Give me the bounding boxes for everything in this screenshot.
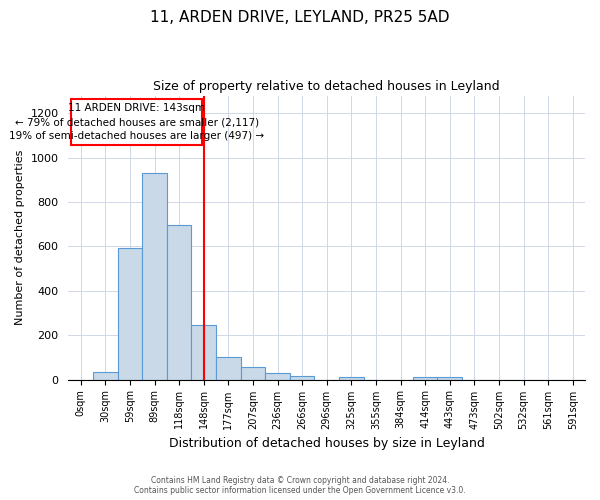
- Bar: [265, 373, 290, 380]
- Bar: [241, 368, 265, 380]
- Text: Contains HM Land Registry data © Crown copyright and database right 2024.
Contai: Contains HM Land Registry data © Crown c…: [134, 476, 466, 495]
- Text: 11 ARDEN DRIVE: 143sqm
← 79% of detached houses are smaller (2,117)
19% of semi-: 11 ARDEN DRIVE: 143sqm ← 79% of detached…: [9, 103, 264, 141]
- Bar: [216, 358, 241, 380]
- Title: Size of property relative to detached houses in Leyland: Size of property relative to detached ho…: [154, 80, 500, 93]
- Bar: [290, 376, 314, 380]
- Bar: [167, 226, 191, 380]
- X-axis label: Distribution of detached houses by size in Leyland: Distribution of detached houses by size …: [169, 437, 485, 450]
- Y-axis label: Number of detached properties: Number of detached properties: [15, 150, 25, 325]
- Bar: [339, 378, 364, 380]
- Bar: [191, 325, 216, 380]
- Bar: [93, 372, 118, 380]
- Bar: [118, 248, 142, 380]
- Text: 11, ARDEN DRIVE, LEYLAND, PR25 5AD: 11, ARDEN DRIVE, LEYLAND, PR25 5AD: [150, 10, 450, 25]
- Bar: [437, 378, 462, 380]
- Bar: [413, 378, 437, 380]
- FancyBboxPatch shape: [71, 99, 202, 146]
- Bar: [142, 173, 167, 380]
